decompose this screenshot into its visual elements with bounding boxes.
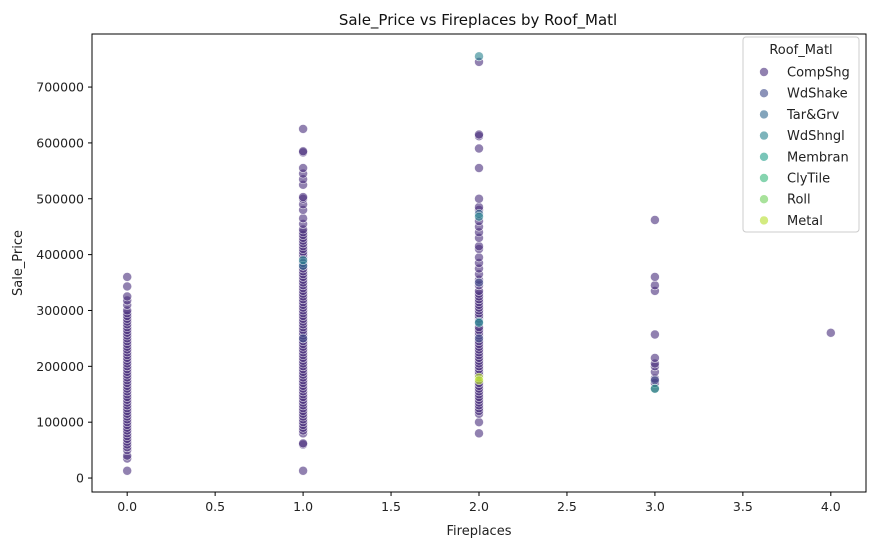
data-point <box>474 193 484 204</box>
x-tick-label: 0.5 <box>205 499 225 514</box>
data-point <box>474 51 484 62</box>
x-tick-label: 3.0 <box>645 499 665 514</box>
legend-label: Roll <box>787 193 811 208</box>
legend-marker <box>759 215 769 226</box>
x-tick-label: 3.5 <box>733 499 753 514</box>
legend-marker <box>759 109 769 120</box>
x-tick-label: 2.0 <box>469 499 489 514</box>
data-point <box>298 213 308 224</box>
y-tick-label: 500000 <box>36 191 84 206</box>
data-point <box>122 465 132 476</box>
x-tick-label: 4.0 <box>821 499 841 514</box>
data-point <box>298 255 308 266</box>
chart-title: Sale_Price vs Fireplaces by Roof_Matl <box>339 11 617 30</box>
data-point <box>298 163 308 173</box>
y-tick-label: 200000 <box>36 359 84 374</box>
legend-label: WdShake <box>787 87 848 102</box>
data-point <box>122 281 132 292</box>
legend-label: Membran <box>787 150 849 165</box>
data-point <box>474 317 484 328</box>
data-point <box>298 124 308 134</box>
y-tick-label: 600000 <box>36 135 84 150</box>
data-point <box>650 329 660 340</box>
legend-marker <box>759 194 769 204</box>
data-point <box>474 241 484 252</box>
data-point <box>650 353 660 363</box>
x-tick-label: 0.0 <box>117 499 137 514</box>
data-point <box>298 438 308 449</box>
data-point <box>298 465 308 476</box>
data-point <box>298 192 308 202</box>
y-tick-label: 700000 <box>36 80 84 95</box>
legend-label: ClyTile <box>787 172 830 187</box>
data-point <box>474 428 484 439</box>
data-point <box>298 146 308 157</box>
data-point <box>474 333 484 344</box>
y-tick-label: 300000 <box>36 303 84 318</box>
legend-marker <box>759 152 769 162</box>
y-axis-label: Sale_Price <box>11 230 26 296</box>
legend-label: Tar&Grv <box>786 108 840 123</box>
y-tick-label: 0 <box>76 471 84 486</box>
data-point <box>474 163 484 173</box>
legend-marker <box>759 130 769 141</box>
legend-marker <box>759 173 769 183</box>
points-layer <box>122 51 836 476</box>
legend-title: Roof_Matl <box>769 43 832 58</box>
data-point <box>474 129 484 140</box>
data-point <box>650 375 660 386</box>
data-point <box>122 272 132 282</box>
legend-label: CompShg <box>787 66 850 81</box>
data-point <box>650 215 660 225</box>
data-point <box>474 277 484 288</box>
data-point <box>474 211 484 222</box>
data-point <box>122 291 132 302</box>
legend-label: Metal <box>787 214 823 229</box>
y-tick-label: 100000 <box>36 415 84 430</box>
x-tick-label: 2.5 <box>557 499 577 514</box>
data-point <box>826 328 836 338</box>
data-point <box>298 333 308 344</box>
legend-items: CompShg WdShake Tar&Grv WdShngl Membran ClyTi… <box>759 66 850 229</box>
data-point <box>474 143 484 154</box>
x-axis-label: Fireplaces <box>447 524 512 539</box>
legend: Roof_Matl CompShg WdShake Tar&Grv WdShngl Me… <box>742 36 860 233</box>
x-tick-label: 1.0 <box>293 499 313 514</box>
data-point <box>474 417 484 427</box>
data-point <box>650 280 660 291</box>
x-tick-label: 1.5 <box>381 499 401 514</box>
data-point <box>474 375 484 386</box>
legend-marker <box>759 88 769 98</box>
data-point <box>474 252 484 263</box>
data-point <box>650 272 660 282</box>
y-tick-label: 400000 <box>36 247 84 262</box>
data-point <box>650 383 660 394</box>
legend-box <box>742 36 860 233</box>
x-axis-ticks: 0.0 0.5 1.0 1.5 2.0 2.5 3.0 3.5 4.0 <box>117 492 841 514</box>
legend-label: WdShngl <box>787 129 845 144</box>
y-axis-ticks: 0 100000 200000 300000 400000 500000 600000 700… <box>36 80 92 486</box>
legend-marker <box>759 67 769 77</box>
